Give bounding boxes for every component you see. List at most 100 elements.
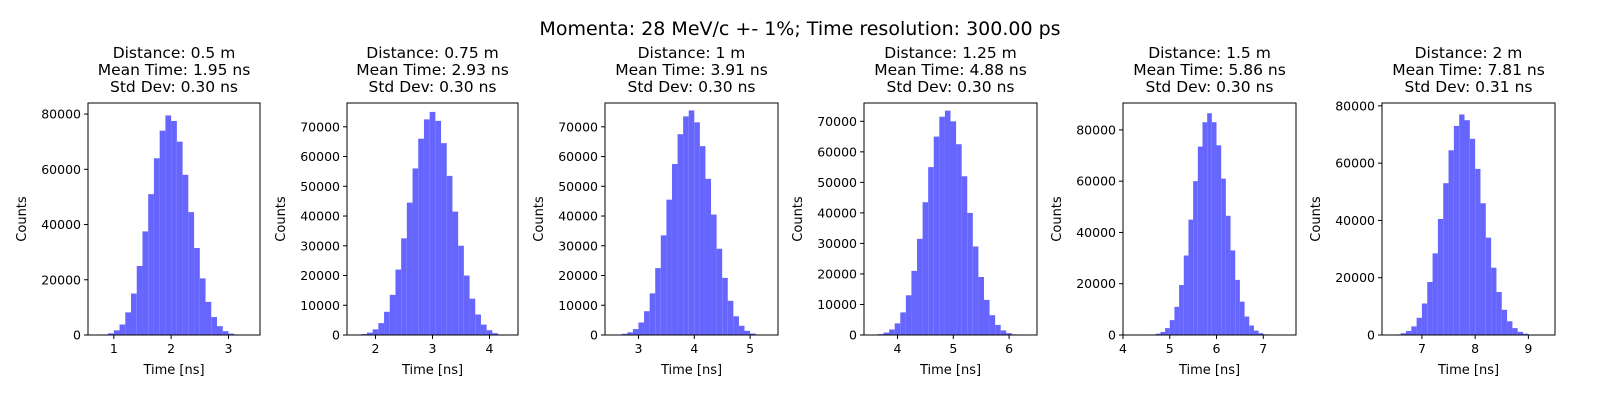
histogram-bar <box>199 278 206 335</box>
histogram-bar <box>1155 333 1161 335</box>
histogram-bar <box>660 235 667 335</box>
histogram-bar <box>1400 333 1406 335</box>
histogram-bar <box>1512 328 1518 335</box>
histogram-bar <box>406 202 413 335</box>
subplot-title-line: Mean Time: 5.86 ns <box>1133 61 1286 79</box>
histogram-bar <box>1258 333 1264 335</box>
histogram-bar <box>412 168 419 335</box>
plot-frame <box>1122 102 1297 336</box>
histogram-bar <box>1188 219 1194 335</box>
histogram-bar <box>961 176 968 335</box>
y-tick-label: 70000 <box>558 119 598 134</box>
subplot-title-line: Std Dev: 0.30 ns <box>628 78 756 96</box>
y-tick-label: 60000 <box>817 144 857 159</box>
histogram-bar <box>1207 113 1212 335</box>
y-tick-label: 40000 <box>817 205 857 220</box>
histogram-bar <box>1475 168 1481 335</box>
histogram-bar <box>1000 330 1007 335</box>
histogram-bar <box>1160 331 1166 335</box>
x-axis-label: Time [ns] <box>401 363 463 378</box>
histogram-bar <box>727 300 734 335</box>
histogram-bar <box>956 144 962 335</box>
plot-frame <box>1381 102 1556 336</box>
plot-frame <box>604 102 779 336</box>
histogram-bar <box>1448 150 1454 335</box>
y-tick-label: 0 <box>332 328 340 343</box>
subplot-title-line: Distance: 0.5 m <box>113 44 236 62</box>
histogram-bar <box>699 146 706 335</box>
histogram-bar <box>889 329 895 335</box>
histogram-bar <box>744 330 751 335</box>
x-tick-label: 2 <box>372 341 380 356</box>
x-tick-label: 4 <box>486 341 494 356</box>
y-axis-label: Counts <box>1050 196 1065 242</box>
y-tick-label: 20000 <box>817 266 857 281</box>
histogram-bar <box>492 333 499 335</box>
histogram-bar <box>632 329 639 335</box>
histogram-bar <box>480 324 487 335</box>
histogram-bar <box>677 134 684 335</box>
histogram-bar <box>435 120 442 335</box>
subplot-title-line: Distance: 2 m <box>1415 44 1523 62</box>
histogram-bar <box>939 116 945 335</box>
x-tick-label: 1 <box>110 341 118 356</box>
x-tick-label: 6 <box>1213 341 1221 356</box>
histogram-bar <box>1165 328 1170 335</box>
histogram-bar <box>1496 292 1502 335</box>
subplot-title-line: Std Dev: 0.31 ns <box>1405 78 1533 96</box>
y-tick-label: 70000 <box>300 119 340 134</box>
histogram-bar <box>1221 178 1226 335</box>
x-tick-label: 4 <box>1119 341 1127 356</box>
x-axis-label: Time [ns] <box>142 363 204 378</box>
histogram-bar <box>1464 120 1470 336</box>
subplot-title-line: Std Dev: 0.30 ns <box>887 78 1015 96</box>
y-tick-label: 40000 <box>1076 225 1116 240</box>
plot-frame <box>87 102 261 336</box>
histogram-bar <box>475 314 481 335</box>
histogram-bar <box>1174 306 1180 335</box>
histogram-bar <box>176 141 183 335</box>
histogram-bar <box>1253 330 1259 335</box>
histogram-bar <box>125 312 131 335</box>
histogram-bar <box>165 115 172 335</box>
subplot-title-line: Distance: 1.5 m <box>1148 44 1271 62</box>
histogram-bar <box>716 248 723 335</box>
subplot-title-line: Mean Time: 1.95 ns <box>98 61 251 79</box>
histogram-bar <box>928 167 934 335</box>
subplot-title-line: Mean Time: 2.93 ns <box>356 61 509 79</box>
x-tick-label: 4 <box>894 341 902 356</box>
histogram-bar <box>1202 122 1208 335</box>
histogram-bar <box>389 294 396 335</box>
y-tick-label: 80000 <box>1076 122 1116 137</box>
histogram-bar <box>1432 253 1438 335</box>
histogram-bar <box>418 138 424 335</box>
y-tick-label: 10000 <box>817 297 857 312</box>
y-tick-label: 0 <box>1108 328 1116 343</box>
histogram-bar <box>905 295 912 335</box>
subplot-title-line: Mean Time: 7.81 ns <box>1392 61 1545 79</box>
subplot-title-line: Std Dev: 0.30 ns <box>369 78 497 96</box>
y-tick-label: 0 <box>73 328 81 343</box>
histogram-bar <box>372 329 379 335</box>
histogram-bar <box>671 163 678 335</box>
x-tick-label: 7 <box>1418 341 1426 356</box>
histogram-bar <box>1411 326 1417 335</box>
y-tick-label: 60000 <box>41 162 81 177</box>
histogram-bar <box>113 330 120 335</box>
histogram-bar <box>1235 279 1240 335</box>
subplot-title-line: Distance: 1 m <box>638 44 746 62</box>
histogram-bar <box>995 324 1001 335</box>
histogram-bar <box>1006 333 1012 335</box>
y-tick-label: 10000 <box>558 298 598 313</box>
x-tick-label: 4 <box>690 341 698 356</box>
histogram-bar <box>1405 330 1412 335</box>
y-tick-label: 20000 <box>1076 276 1116 291</box>
histogram-bar <box>1230 250 1236 335</box>
x-axis-label: Time [ns] <box>1178 363 1240 378</box>
histogram-bar <box>469 298 476 335</box>
histogram-bar <box>429 111 436 335</box>
subplot-title-line: Std Dev: 0.30 ns <box>1146 78 1274 96</box>
histogram-bar <box>1193 181 1198 335</box>
